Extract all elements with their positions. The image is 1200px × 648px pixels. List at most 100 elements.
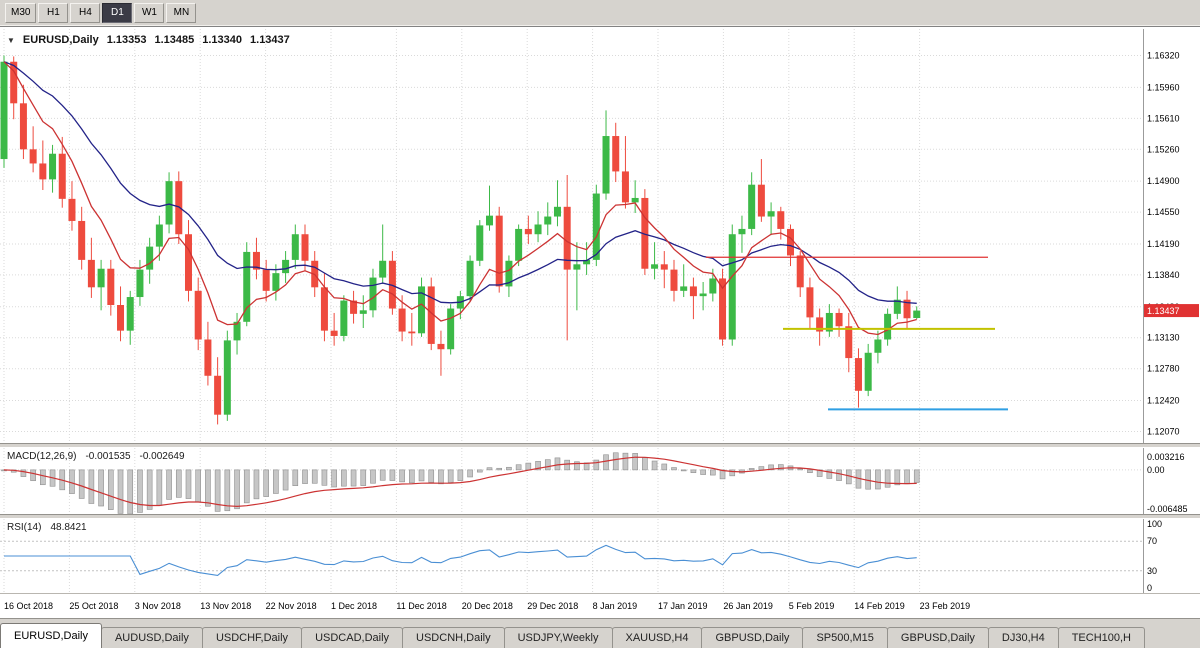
candle-body xyxy=(699,293,707,297)
chart-tab-xauusd-h4[interactable]: XAUUSD,H4 xyxy=(611,627,703,648)
rsi-panel[interactable]: 100 70 30 0 RSI(14) 48.8421 xyxy=(0,519,1200,593)
timeframe-button-h4[interactable]: H4 xyxy=(70,2,101,23)
macd-histogram-bar xyxy=(884,469,891,488)
macd-histogram-bar xyxy=(612,452,619,471)
macd-histogram-bar xyxy=(913,469,920,483)
macd-histogram-bar xyxy=(156,469,163,506)
chart-tab-usdcnh-daily[interactable]: USDCNH,Daily xyxy=(402,627,505,648)
chart-symbol-header: ▼ EURUSD,Daily 1.13353 1.13485 1.13340 1… xyxy=(7,34,290,46)
macd-histogram-bar xyxy=(836,469,842,481)
macd-axis-label: -0.006485 xyxy=(1147,504,1188,514)
macd-histogram-bar xyxy=(253,469,260,500)
price-axis-label: 1.15610 xyxy=(1147,113,1180,123)
timeframe-button-mn[interactable]: MN xyxy=(166,2,197,23)
current-price-text: 1.13437 xyxy=(1147,306,1180,316)
candle-body xyxy=(369,277,377,311)
ohlc-low: 1.13340 xyxy=(202,34,243,46)
candle-body xyxy=(884,313,892,340)
price-axis-label: 1.16320 xyxy=(1147,51,1180,61)
candle-body xyxy=(835,312,843,327)
candle-body xyxy=(398,308,406,332)
macd-histogram-bar xyxy=(845,469,852,485)
price-chart-panel[interactable]: 1.16320 1.15960 1.15610 1.15260 1.14900 1.145… xyxy=(0,29,1200,443)
candle-body xyxy=(709,278,717,294)
price-axis-label: 1.15260 xyxy=(1147,144,1180,154)
date-axis-label: 1 Dec 2018 xyxy=(331,601,377,611)
macd-label: MACD(12,26,9) -0.001535 -0.002649 xyxy=(7,451,185,462)
macd-histogram-bar xyxy=(20,469,27,477)
macd-histogram-bar xyxy=(331,469,337,488)
candle-body xyxy=(573,264,581,270)
macd-histogram-bar xyxy=(273,469,279,494)
candle-body xyxy=(301,234,309,261)
chart-tab-usdcad-daily[interactable]: USDCAD,Daily xyxy=(301,627,404,648)
candle-body xyxy=(874,339,882,353)
candle-body xyxy=(262,269,270,291)
candle-body xyxy=(670,269,678,291)
macd-histogram-bar xyxy=(302,469,308,484)
chart-tab-usdjpy-weekly[interactable]: USDJPY,Weekly xyxy=(503,627,613,648)
candle-body xyxy=(204,339,212,376)
macd-histogram-bar xyxy=(224,469,231,512)
date-axis-label: 25 Oct 2018 xyxy=(69,601,118,611)
macd-histogram-bar xyxy=(496,467,503,471)
collapse-icon[interactable]: ▼ xyxy=(7,35,15,45)
chart-tab-tech100-h[interactable]: TECH100,H xyxy=(1057,627,1145,648)
candle-body xyxy=(757,184,765,217)
macd-histogram-bar xyxy=(515,464,522,471)
macd-histogram-bar xyxy=(321,469,328,486)
timeframe-button-w1[interactable]: W1 xyxy=(134,2,165,23)
macd-histogram-bar xyxy=(88,469,95,504)
macd-histogram-bar xyxy=(399,469,405,483)
candle-body xyxy=(223,340,231,415)
chart-tab-gbpusd-daily[interactable]: GBPUSD,Daily xyxy=(701,627,804,648)
macd-histogram-bar xyxy=(146,469,153,510)
candle-body xyxy=(194,290,202,340)
panel-splitter-macd[interactable] xyxy=(0,443,1200,448)
date-axis-label: 16 Oct 2018 xyxy=(4,601,53,611)
candle-body xyxy=(78,220,86,260)
panel-splitter-rsi[interactable] xyxy=(0,514,1200,519)
candle-body xyxy=(553,206,561,217)
ohlc-open: 1.13353 xyxy=(106,34,147,46)
macd-histogram-bar xyxy=(525,462,532,471)
candle-body xyxy=(447,308,455,350)
candle-body xyxy=(476,225,484,261)
candle-body xyxy=(359,310,367,314)
chart-tab-eurusd-daily[interactable]: EURUSD,Daily xyxy=(0,623,102,648)
chart-tab-sp500-m15[interactable]: SP500,M15 xyxy=(802,627,888,648)
candle-body xyxy=(563,206,571,270)
rsi-axis-label: 100 xyxy=(1147,519,1162,529)
chart-tab-gbpusd-daily[interactable]: GBPUSD,Daily xyxy=(886,627,989,648)
price-axis-label: 1.14190 xyxy=(1147,239,1180,249)
macd-histogram-bar xyxy=(137,469,143,513)
price-axis-label: 1.14900 xyxy=(1147,176,1180,186)
chart-tab-usdchf-daily[interactable]: USDCHF,Daily xyxy=(201,627,303,648)
chart-tab-audusd-daily[interactable]: AUDUSD,Daily xyxy=(100,627,203,648)
candle-body xyxy=(486,215,493,226)
candle-body xyxy=(845,326,853,359)
date-axis[interactable]: 16 Oct 2018 25 Oct 2018 3 Nov 2018 13 Nov 2… xyxy=(0,593,1200,618)
macd-histogram-bar xyxy=(263,469,269,497)
price-chart-canvas[interactable]: 1.16320 1.15960 1.15610 1.15260 1.14900 1.145… xyxy=(0,29,1200,443)
timeframe-button-m30[interactable]: M30 xyxy=(5,2,37,23)
macd-histogram-bar xyxy=(564,459,570,471)
chart-tab-dj30-h4[interactable]: DJ30,H4 xyxy=(987,627,1059,648)
timeframe-button-h1[interactable]: H1 xyxy=(38,2,69,23)
date-axis-label: 8 Jan 2019 xyxy=(593,601,638,611)
macd-histogram-bar xyxy=(758,466,765,471)
timeframe-button-d1[interactable]: D1 xyxy=(102,2,133,23)
macd-histogram-bar xyxy=(642,457,648,471)
macd-axis-label: 0.00 xyxy=(1147,465,1165,475)
macd-histogram-bar xyxy=(379,469,386,481)
macd-panel[interactable]: 0.003216 0.00 -0.006485 MACD(12,26,9) -0.0… xyxy=(0,448,1200,514)
macd-histogram-bar xyxy=(535,461,541,471)
price-axis-label: 1.15960 xyxy=(1147,82,1180,92)
candle-body xyxy=(651,264,659,269)
macd-histogram-bar xyxy=(894,469,901,486)
candle-body xyxy=(0,61,8,160)
candle-body xyxy=(767,211,775,217)
macd-histogram-bar xyxy=(205,469,211,507)
macd-histogram-bar xyxy=(603,454,609,471)
